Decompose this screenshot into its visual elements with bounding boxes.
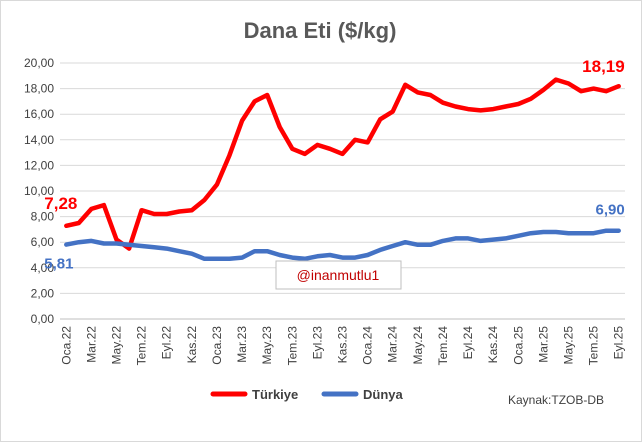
y-axis-ticks: 0,00 2,00 4,00 6,00 8,00 10,00 12,00 14,00 16,00… [24,56,54,326]
data-label-dunya-last: 6,90 [596,202,625,219]
y-tick-label: 20,00 [24,56,54,70]
y-tick-label: 4,00 [31,261,55,275]
x-tick-label: Kas.23 [336,326,350,364]
x-tick-label: Eyl.25 [612,326,626,360]
gridlines [60,62,625,320]
x-tick-label: Mar.22 [84,326,98,363]
data-label-dunya-first: 5,81 [44,256,73,273]
data-label-turkiye-last: 18,19 [582,57,625,76]
x-tick-label: Oca.25 [511,326,525,365]
source-note: Kaynak:TZOB-DB [508,393,604,407]
y-tick-label: 18,00 [24,82,54,96]
x-tick-label: Eyl.24 [461,326,475,360]
x-tick-label: Oca.22 [59,326,73,365]
x-axis-ticks: Oca.22 Mar.22 May.22 Tem.22 Eyl.22 Kas.22 Oca.… [59,326,625,366]
watermark-text: @inanmutlu1 [297,267,380,283]
series-line-turkiye [64,77,621,251]
y-tick-label: 6,00 [31,235,55,249]
x-tick-label: Tem.25 [587,326,601,366]
x-tick-label: Kas.24 [486,326,500,364]
x-tick-label: Eyl.23 [310,326,324,360]
x-tick-label: Tem.22 [135,326,149,366]
y-tick-label: 16,00 [24,107,54,121]
x-tick-label: Oca.23 [210,326,224,365]
data-label-turkiye-first: 7,28 [44,194,77,213]
y-tick-label: 0,00 [31,312,55,326]
y-tick-label: 2,00 [31,286,55,300]
y-tick-label: 12,00 [24,158,54,172]
x-tick-label: Mar.24 [386,326,400,363]
x-tick-label: May.24 [411,326,425,365]
x-tick-label: May.22 [110,326,124,365]
y-tick-label: 8,00 [31,210,55,224]
watermark-box [275,260,402,290]
x-tick-label: Tem.24 [436,326,450,366]
chart-title: Dana Eti ($/kg) [244,18,397,43]
x-tick-label: May.25 [562,326,576,365]
series-lines [64,77,621,262]
x-tick-label: Oca.24 [361,326,375,365]
watermark: @inanmutlu1 [275,260,402,290]
x-tick-label: Tem.23 [285,326,299,366]
legend: Türkiye Dünya [210,387,404,402]
legend-label-dunya: Dünya [363,387,404,402]
x-tick-label: Mar.25 [536,326,550,363]
x-tick-label: Mar.23 [235,326,249,363]
x-tick-label: May.23 [260,326,274,365]
legend-label-turkiye: Türkiye [252,387,298,402]
x-tick-label: Eyl.22 [160,326,174,360]
series-line-dunya [64,228,621,262]
x-tick-label: Kas.22 [185,326,199,364]
data-labels: 7,28 18,19 5,81 6,90 [44,57,624,272]
y-tick-label: 14,00 [24,133,54,147]
y-tick-label: 10,00 [24,184,54,198]
